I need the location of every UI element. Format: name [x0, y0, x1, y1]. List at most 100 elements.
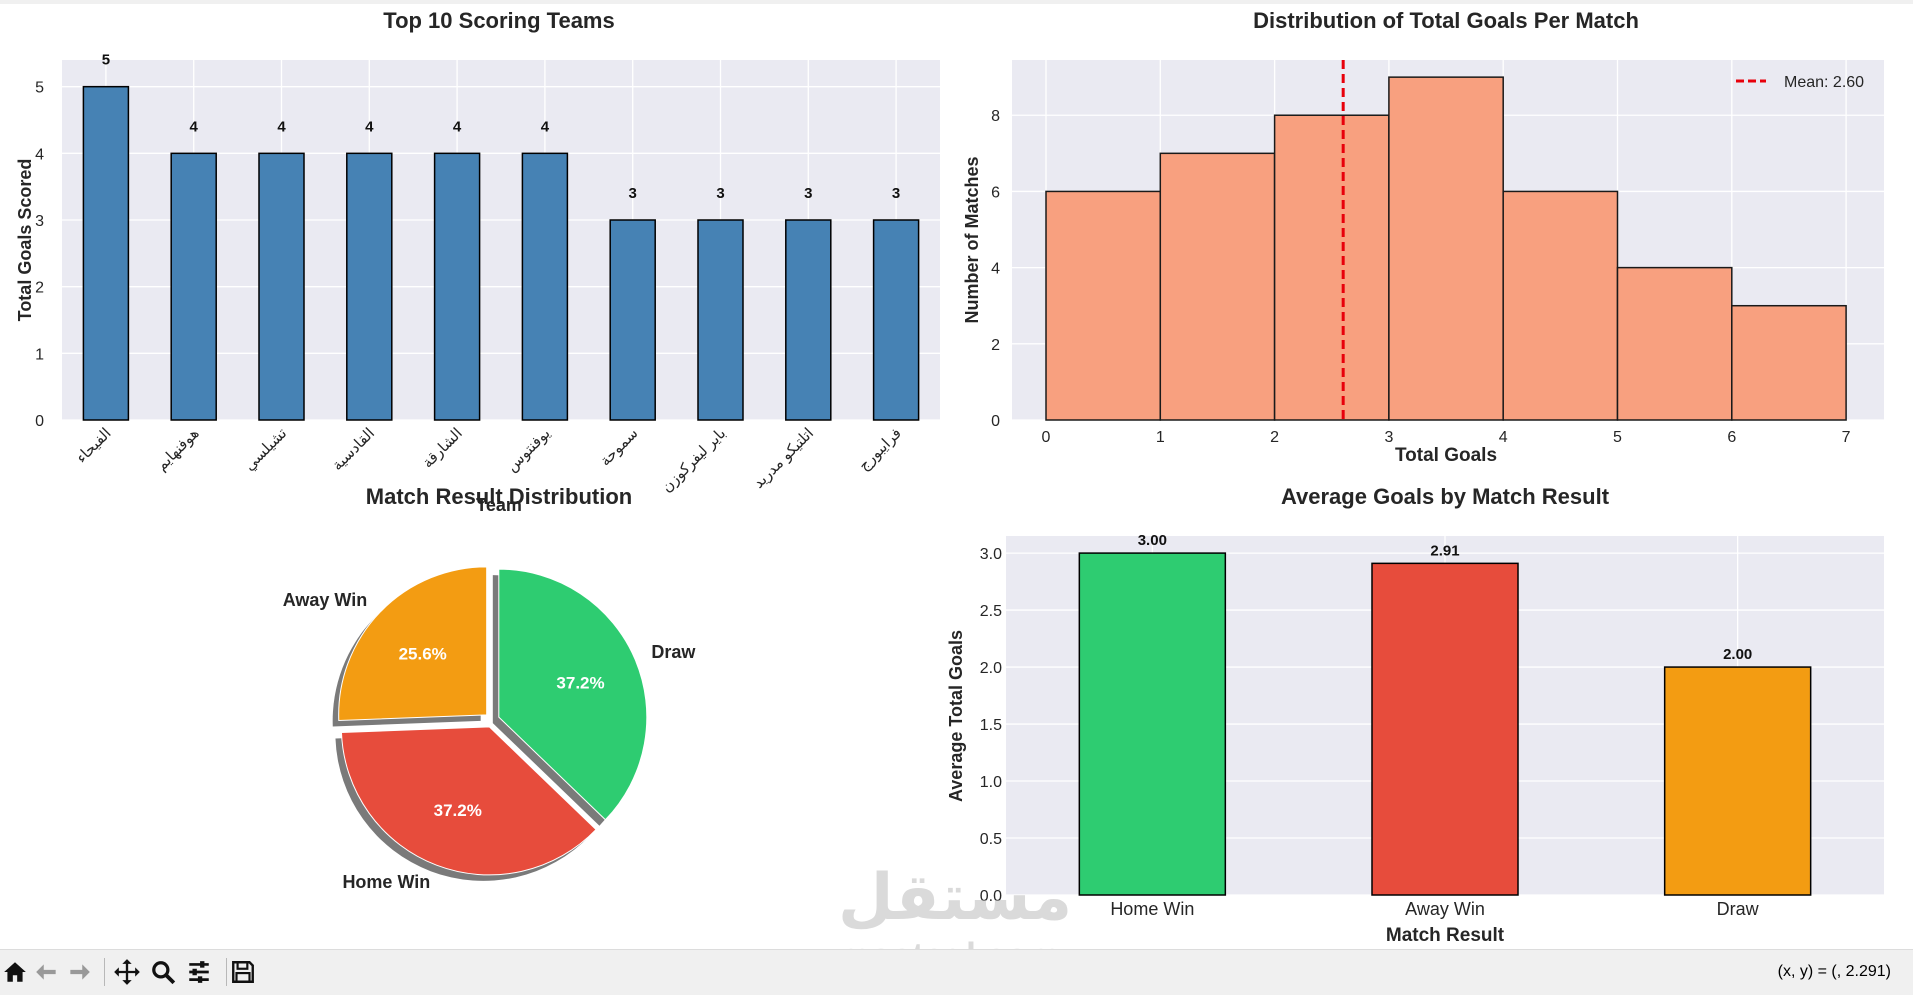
histogram-bar	[1502, 190, 1619, 421]
data-label: 5	[102, 52, 110, 69]
x-tick-label: هوفنهايم	[153, 425, 203, 475]
y-tick-label: 0.0	[980, 888, 1002, 905]
data-label: 3	[804, 185, 812, 202]
x-tick-label: 7	[1842, 429, 1851, 446]
x-tick-label: 0	[1042, 429, 1051, 446]
pie-percent-label: 25.6%	[399, 644, 447, 663]
bar	[258, 152, 305, 421]
pie-slice	[498, 568, 648, 821]
x-tick-label: تشيلسي	[241, 425, 291, 475]
bar	[346, 152, 393, 421]
chart-average-goals: 3.00 2.91 2.00 0.0 0.5 1.0 1.5 2.0 2.5 3.0 Home …	[946, 484, 1884, 946]
x-tick-label: 3	[1384, 429, 1393, 446]
histogram-bar	[1159, 152, 1276, 421]
pie-slice	[340, 726, 597, 876]
x-tick-label: القادسية	[329, 425, 378, 474]
x-axis-label: Team	[476, 495, 522, 515]
y-tick-label: 0	[35, 413, 44, 430]
y-tick-label: 2.0	[980, 660, 1002, 677]
y-tick-label: 3	[35, 213, 44, 230]
y-tick-label: 3.0	[980, 546, 1002, 563]
zoom-button[interactable]	[148, 957, 178, 987]
y-tick-label: 0	[991, 413, 1000, 430]
histogram-bar	[1273, 114, 1390, 421]
x-tick-label: Home Win	[1110, 899, 1194, 919]
pan-icon	[114, 959, 140, 985]
x-tick-label: اتلتيكو مدريد	[750, 425, 817, 492]
toolbar-separator	[226, 958, 227, 986]
pie-percent-label: 37.2%	[556, 673, 604, 692]
back-icon	[36, 964, 56, 980]
pan-button[interactable]	[112, 957, 142, 987]
back-button[interactable]	[32, 957, 62, 987]
histogram-bar	[1045, 190, 1162, 421]
x-tick-label: 1	[1156, 429, 1165, 446]
y-tick-label: 1.5	[980, 717, 1002, 734]
forward-button[interactable]	[64, 957, 94, 987]
configure-subplots-button[interactable]	[184, 957, 214, 987]
home-icon	[4, 962, 26, 982]
toolbar-separator	[104, 958, 105, 986]
bar	[82, 85, 130, 421]
figure-canvas: 5 4 4 4 4 4 3 3 3 3 0 1 2 3 4 5 الفيحاء هوفنهايم تشيلسي ا…	[15, 8, 1884, 946]
x-tick-label: 2	[1270, 429, 1279, 446]
data-label: 4	[277, 118, 286, 135]
y-tick-label: 2	[35, 280, 44, 297]
data-label: 2.91	[1430, 542, 1459, 559]
y-tick-label: 0.5	[980, 831, 1002, 848]
data-label: 3	[629, 185, 637, 202]
navigation-toolbar: (x, y) = (, 2.291)	[0, 949, 1913, 995]
forward-icon	[70, 964, 90, 980]
zoom-icon	[152, 961, 176, 985]
x-tick-label: يوفنتوس	[503, 425, 553, 475]
data-label: 4	[453, 118, 462, 135]
y-tick-label: 5	[35, 80, 44, 97]
pie-percent-label: 37.2%	[434, 801, 482, 820]
bar	[872, 219, 920, 421]
save-button[interactable]	[228, 957, 258, 987]
chart-title: Top 10 Scoring Teams	[383, 8, 614, 33]
chart-match-result-pie: 25.6% 37.2% 37.2% Away Win Home Win Draw Mat…	[283, 484, 697, 892]
chart-top-scoring-teams: 5 4 4 4 4 4 3 3 3 3 0 1 2 3 4 5 الفيحاء هوفنهايم تشيلسي ا…	[15, 8, 940, 515]
window-top-strip	[0, 0, 1913, 4]
bar	[1078, 552, 1227, 896]
y-axis-label: Total Goals Scored	[15, 159, 35, 322]
histogram-bar	[1616, 266, 1733, 421]
y-tick-label: 1	[35, 346, 44, 363]
home-button[interactable]	[0, 957, 30, 987]
y-tick-label: 4	[991, 261, 1000, 278]
x-tick-label: باير ليفركوزن	[658, 425, 729, 496]
cursor-coordinates: (x, y) = (, 2.291)	[1777, 963, 1891, 980]
x-tick-label: الفيحاء	[73, 425, 115, 467]
configure-subplots-icon	[189, 961, 209, 983]
pie-category-label: Draw	[651, 642, 696, 662]
chart-title: Match Result Distribution	[366, 484, 632, 509]
x-axis-label: Match Result	[1386, 925, 1505, 946]
y-tick-label: 6	[991, 184, 1000, 201]
chart-title: Average Goals by Match Result	[1281, 484, 1610, 509]
x-tick-label: 5	[1613, 429, 1622, 446]
bar	[785, 219, 832, 421]
bar	[170, 152, 217, 421]
x-tick-label: 4	[1499, 429, 1508, 446]
pie-slice	[338, 566, 488, 721]
histogram-bar	[1731, 304, 1847, 421]
data-label: 4	[190, 118, 199, 135]
legend-label: Mean: 2.60	[1784, 74, 1864, 91]
x-tick-label: سموحة	[597, 425, 642, 470]
data-label: 3.00	[1138, 532, 1167, 549]
y-tick-label: 1.0	[980, 774, 1002, 791]
x-tick-label: فرايبورج	[855, 425, 905, 475]
pie-category-label: Home Win	[342, 872, 430, 892]
y-tick-label: 2	[991, 337, 1000, 354]
bar	[1663, 666, 1812, 896]
bar	[521, 152, 569, 421]
chart-title: Distribution of Total Goals Per Match	[1253, 8, 1639, 33]
x-tick-label: Away Win	[1405, 899, 1485, 919]
data-label: 2.00	[1723, 646, 1752, 663]
save-icon	[232, 961, 254, 983]
data-label: 3	[716, 185, 724, 202]
data-label: 4	[541, 118, 550, 135]
data-label: 4	[365, 118, 374, 135]
bar	[609, 219, 656, 421]
